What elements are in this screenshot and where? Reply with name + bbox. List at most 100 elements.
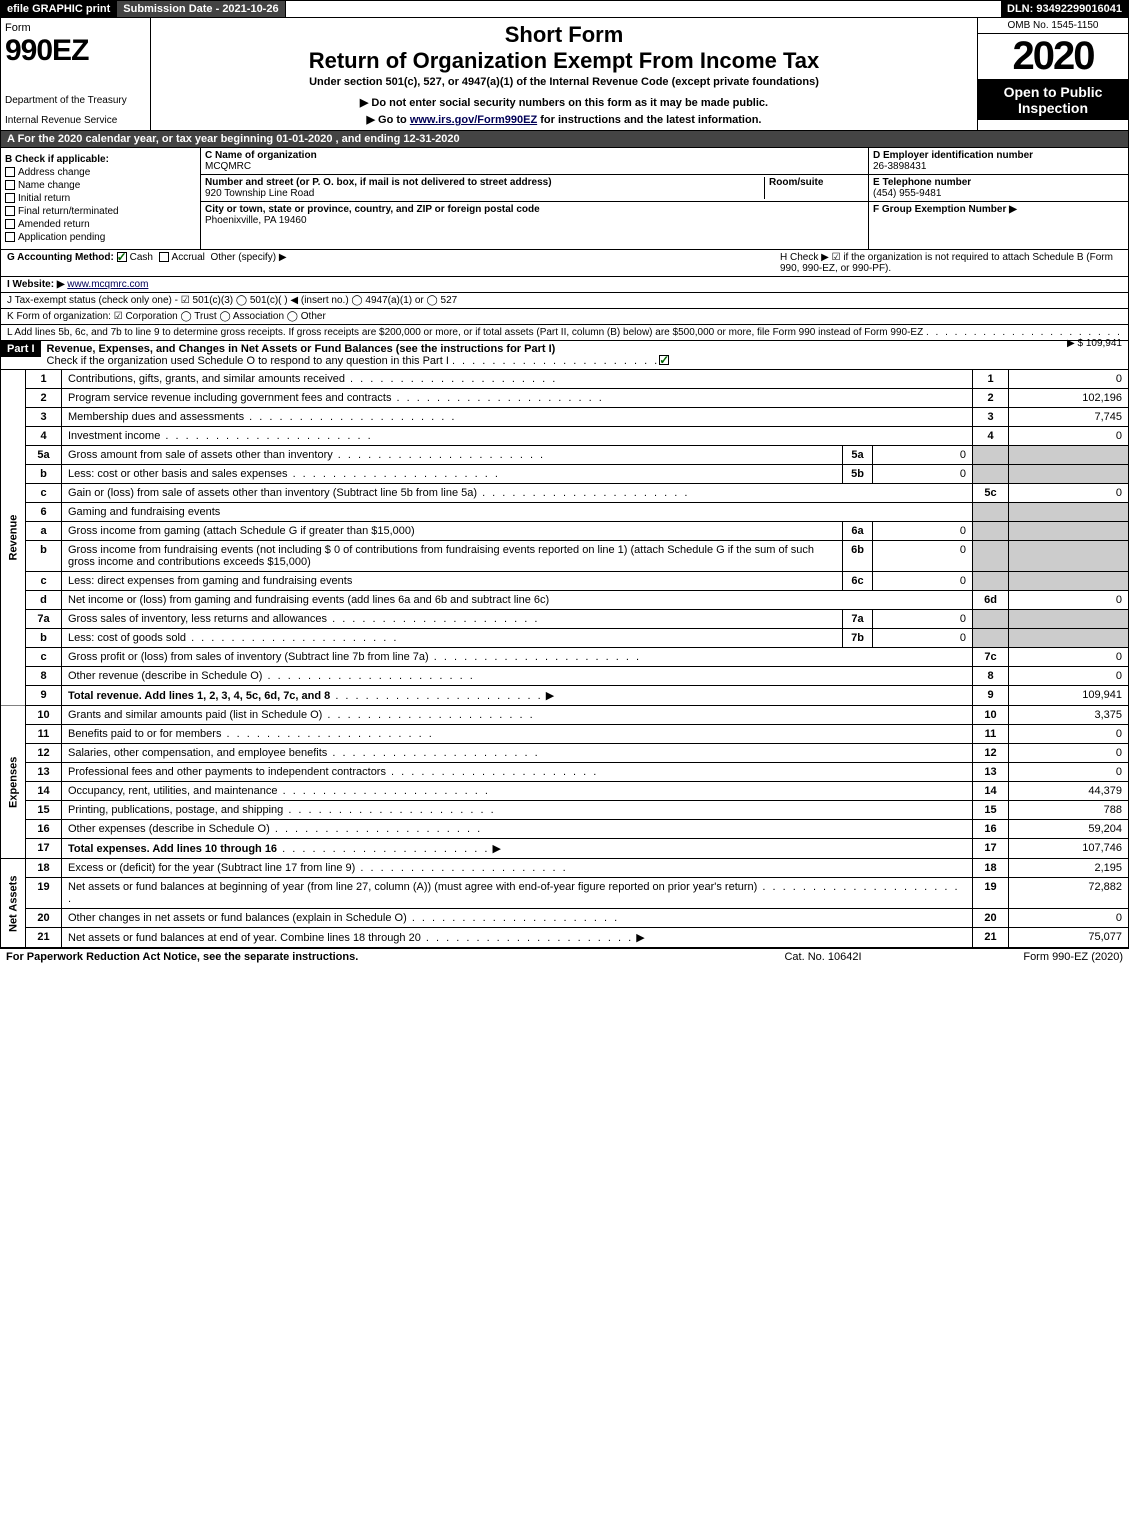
check-label: Address change	[18, 167, 90, 178]
form-header: Form 990EZ Department of the Treasury In…	[0, 18, 1129, 131]
netassets-side-label: Net Assets	[1, 859, 26, 948]
table-row: 12Salaries, other compensation, and empl…	[1, 744, 1129, 763]
section-b-checks: B Check if applicable: Address change Na…	[1, 148, 201, 249]
line-desc: Net assets or fund balances at end of ye…	[68, 932, 421, 944]
ssn-warning: ▶ Do not enter social security numbers o…	[155, 96, 973, 109]
b-title: B Check if applicable:	[5, 154, 109, 165]
check-label: Application pending	[18, 232, 105, 243]
paperwork-notice: For Paperwork Reduction Act Notice, see …	[6, 951, 723, 963]
line-value: 102,196	[1009, 389, 1129, 408]
goto-pre: ▶ Go to	[367, 114, 410, 126]
row-j: J Tax-exempt status (check only one) - ☑…	[0, 293, 1129, 309]
check-cash[interactable]	[117, 252, 127, 262]
check-schedule-o[interactable]	[659, 355, 669, 365]
check-label: Name change	[18, 180, 80, 191]
part-1-label: Part I	[1, 341, 41, 357]
line-value: 59,204	[1009, 820, 1129, 839]
irs-link[interactable]: www.irs.gov/Form990EZ	[410, 114, 537, 126]
line-desc: Net income or (loss) from gaming and fun…	[68, 594, 549, 606]
line-box: 15	[973, 801, 1009, 820]
website-link[interactable]: www.mcqmrc.com	[67, 279, 148, 290]
table-row: 9 Total revenue. Add lines 1, 2, 3, 4, 5…	[1, 686, 1129, 706]
subline-value: 0	[873, 541, 973, 572]
table-row: b Less: cost of goods sold 7b 0	[1, 629, 1129, 648]
line-value: 0	[1009, 591, 1129, 610]
form-number: 990EZ	[5, 34, 146, 68]
line-desc: Total expenses. Add lines 10 through 16	[68, 843, 277, 855]
goto-post: for instructions and the latest informat…	[540, 114, 761, 126]
check-amended-return[interactable]	[5, 219, 15, 229]
line-num: 11	[26, 725, 62, 744]
line-desc: Benefits paid to or for members	[68, 728, 221, 740]
line-num: 14	[26, 782, 62, 801]
subline-value: 0	[873, 629, 973, 648]
line-value: 0	[1009, 725, 1129, 744]
line-value: 0	[1009, 370, 1129, 389]
line-num: b	[26, 629, 62, 648]
check-accrual[interactable]	[159, 252, 169, 262]
table-row: 14Occupancy, rent, utilities, and mainte…	[1, 782, 1129, 801]
line-num: 5a	[26, 446, 62, 465]
table-row: 15Printing, publications, postage, and s…	[1, 801, 1129, 820]
shaded-cell	[1009, 465, 1129, 484]
subtitle: Under section 501(c), 527, or 4947(a)(1)…	[155, 76, 973, 88]
table-row: 11Benefits paid to or for members110	[1, 725, 1129, 744]
table-row: Revenue 1 Contributions, gifts, grants, …	[1, 370, 1129, 389]
table-row: d Net income or (loss) from gaming and f…	[1, 591, 1129, 610]
table-row: 17 Total expenses. Add lines 10 through 1…	[1, 839, 1129, 859]
shaded-cell	[973, 465, 1009, 484]
line-value: 0	[1009, 744, 1129, 763]
check-final-return[interactable]	[5, 206, 15, 216]
section-c: C Name of organization MCQMRC Number and…	[201, 148, 868, 249]
subline-value: 0	[873, 465, 973, 484]
row-g-h: G Accounting Method: Cash Accrual Other …	[0, 250, 1129, 277]
line-num: 2	[26, 389, 62, 408]
subline-box: 6a	[843, 522, 873, 541]
part-1-header: Part I Revenue, Expenses, and Changes in…	[0, 341, 1129, 370]
submission-date: Submission Date - 2021-10-26	[117, 1, 285, 17]
check-address-change[interactable]	[5, 167, 15, 177]
line-value: 44,379	[1009, 782, 1129, 801]
line-desc: Professional fees and other payments to …	[68, 766, 386, 778]
check-application-pending[interactable]	[5, 232, 15, 242]
room-label: Room/suite	[769, 177, 823, 188]
subline-value: 0	[873, 446, 973, 465]
line-value: 107,746	[1009, 839, 1129, 859]
title-short-form: Short Form	[155, 22, 973, 48]
page-footer: For Paperwork Reduction Act Notice, see …	[0, 948, 1129, 965]
line-box: 17	[973, 839, 1009, 859]
line-desc: Gross amount from sale of assets other t…	[68, 449, 333, 461]
line-desc: Less: direct expenses from gaming and fu…	[68, 575, 352, 587]
line-box: 13	[973, 763, 1009, 782]
subline-value: 0	[873, 522, 973, 541]
line-num: c	[26, 648, 62, 667]
line-desc: Net assets or fund balances at beginning…	[68, 881, 757, 893]
shaded-cell	[973, 629, 1009, 648]
addr-label: Number and street (or P. O. box, if mail…	[205, 177, 552, 188]
i-label: I Website: ▶	[7, 279, 65, 290]
line-box: 21	[973, 928, 1009, 948]
table-row: b Less: cost or other basis and sales ex…	[1, 465, 1129, 484]
line-num: 19	[26, 878, 62, 909]
line-desc: Gain or (loss) from sale of assets other…	[68, 487, 477, 499]
line-box: 18	[973, 859, 1009, 878]
line-desc: Salaries, other compensation, and employ…	[68, 747, 327, 759]
check-name-change[interactable]	[5, 180, 15, 190]
revenue-side-label: Revenue	[1, 370, 26, 706]
line-num: 10	[26, 706, 62, 725]
line-num: 7a	[26, 610, 62, 629]
check-label: Amended return	[18, 219, 90, 230]
shaded-cell	[973, 610, 1009, 629]
table-row: 4 Investment income 4 0	[1, 427, 1129, 446]
line-box: 2	[973, 389, 1009, 408]
check-initial-return[interactable]	[5, 193, 15, 203]
table-row: Net Assets 18 Excess or (deficit) for th…	[1, 859, 1129, 878]
line-box: 16	[973, 820, 1009, 839]
table-row: 2 Program service revenue including gove…	[1, 389, 1129, 408]
line-num: 13	[26, 763, 62, 782]
line-box: 11	[973, 725, 1009, 744]
irs: Internal Revenue Service	[5, 115, 117, 126]
table-row: 19 Net assets or fund balances at beginni…	[1, 878, 1129, 909]
table-row: Expenses 10 Grants and similar amounts p…	[1, 706, 1129, 725]
line-value: 75,077	[1009, 928, 1129, 948]
